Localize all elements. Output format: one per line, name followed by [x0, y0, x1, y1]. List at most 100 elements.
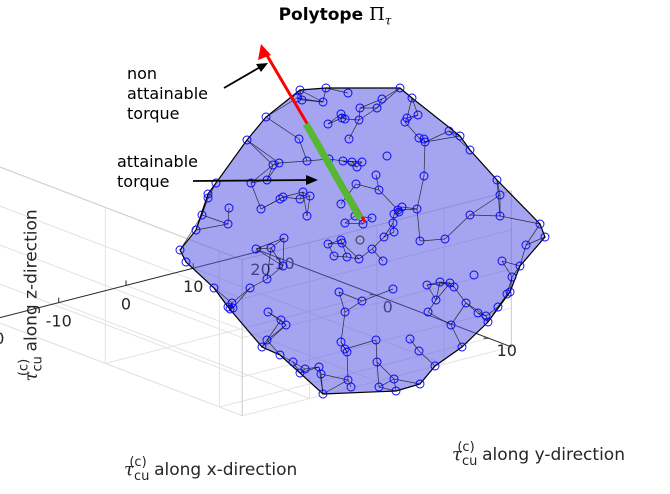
mesh-edge	[282, 196, 301, 200]
mesh-edge	[487, 306, 499, 323]
vertex-marker	[357, 157, 367, 167]
mesh-edge	[246, 139, 274, 166]
mesh-edge	[506, 276, 513, 295]
mesh-edge	[397, 208, 418, 211]
vertex-marker	[352, 162, 362, 172]
vertex-marker	[414, 133, 424, 143]
mesh-edge	[356, 161, 363, 168]
x-tick-label: -20	[0, 329, 4, 348]
vertex-marker	[211, 178, 221, 188]
vertex-marker	[465, 145, 475, 155]
mesh-edge	[497, 293, 508, 308]
mesh-edge	[340, 311, 346, 343]
vertex-marker	[377, 94, 387, 104]
mesh-edge	[304, 366, 320, 370]
mesh-edge	[371, 248, 384, 262]
mesh-edge	[435, 282, 451, 301]
vertex-marker	[402, 113, 412, 123]
vertex-marker	[483, 317, 493, 327]
x-tick-label: 10	[183, 277, 203, 296]
vertex-marker	[378, 256, 388, 266]
vertex-marker	[495, 190, 505, 200]
vertex-marker	[338, 156, 348, 166]
vertex-marker	[413, 110, 423, 120]
vertex-marker	[423, 307, 433, 317]
vertex-marker	[263, 307, 273, 317]
vertex-marker	[300, 364, 310, 374]
vertex-marker	[492, 175, 502, 185]
mesh-edge	[485, 306, 499, 317]
mesh-edge	[392, 222, 395, 233]
vertex-marker	[342, 347, 352, 357]
mesh-edge	[344, 118, 360, 121]
vertex-marker	[374, 382, 384, 392]
vertex-marker	[354, 115, 364, 125]
mesh-edge	[250, 182, 262, 210]
vertex-marker	[295, 85, 305, 95]
annotation-attainable: attainable torque	[117, 152, 198, 191]
annotation-non-attainable: non attainable torque	[127, 64, 208, 123]
vertex-marker	[262, 335, 272, 345]
vertex-marker	[420, 137, 430, 147]
mesh-edge	[195, 214, 203, 231]
vertex-marker	[461, 298, 471, 308]
mesh-edge	[406, 97, 413, 119]
mesh-edge	[477, 312, 489, 323]
mesh-edge	[439, 281, 451, 284]
mesh-edge	[344, 348, 348, 353]
vertex-marker	[351, 179, 361, 189]
y-axis-label: τcu(c) along y-direction	[452, 440, 625, 469]
mesh-edge	[341, 242, 348, 258]
vertex-marker	[203, 193, 213, 203]
mesh-edge	[348, 119, 360, 140]
mesh-edge	[342, 160, 353, 163]
mesh-edge	[346, 256, 360, 260]
vertex-marker	[457, 342, 467, 352]
vertex-marker	[502, 289, 512, 299]
vertex-marker	[318, 389, 328, 399]
mesh-edge	[249, 278, 268, 289]
vertex-marker	[355, 103, 365, 113]
grid-line	[0, 322, 243, 417]
vertex-marker	[372, 103, 382, 113]
mesh-edge	[362, 217, 373, 225]
arrowhead-attainable	[306, 175, 318, 185]
mesh-edge	[272, 162, 280, 166]
vertex-marker	[507, 272, 517, 282]
x-tick-label: -10	[46, 312, 72, 331]
mesh-edge	[358, 107, 361, 121]
mesh-edge	[404, 114, 419, 123]
attainable-torque-vector	[302, 122, 364, 220]
vertex-marker	[302, 156, 312, 166]
mesh-edge	[265, 116, 300, 140]
mesh-edge	[340, 239, 343, 244]
vertex-marker	[279, 233, 289, 243]
vertex-marker	[278, 261, 288, 271]
vertex-marker	[175, 245, 185, 255]
vertex-marker	[357, 296, 367, 306]
mesh-edge	[393, 211, 400, 215]
annotation-arrows	[192, 63, 318, 185]
mesh-edge	[439, 281, 455, 288]
vertex-marker	[407, 93, 417, 103]
vertex-marker	[288, 357, 298, 367]
mesh-edge	[448, 130, 461, 137]
mesh-edge	[255, 237, 285, 250]
mesh-edge	[279, 354, 294, 363]
mesh-edge	[344, 300, 363, 313]
origin-marker	[355, 235, 365, 245]
vertex-marker	[389, 227, 399, 237]
vertex-marker	[337, 113, 347, 123]
vertex-marker	[266, 243, 276, 253]
mesh-edge	[299, 366, 320, 374]
mesh-edge	[299, 368, 306, 374]
z-axis-label: τcu(c) along z-direction	[16, 209, 46, 382]
mesh-edge	[267, 311, 282, 321]
mesh-edge	[358, 248, 373, 260]
mesh-edge	[270, 237, 285, 249]
vertex-marker	[342, 252, 352, 262]
mesh-edge	[261, 346, 281, 356]
non-attainable-torque-arrowhead	[258, 44, 271, 60]
mesh-edge	[511, 265, 521, 278]
mesh-edge	[340, 113, 343, 119]
